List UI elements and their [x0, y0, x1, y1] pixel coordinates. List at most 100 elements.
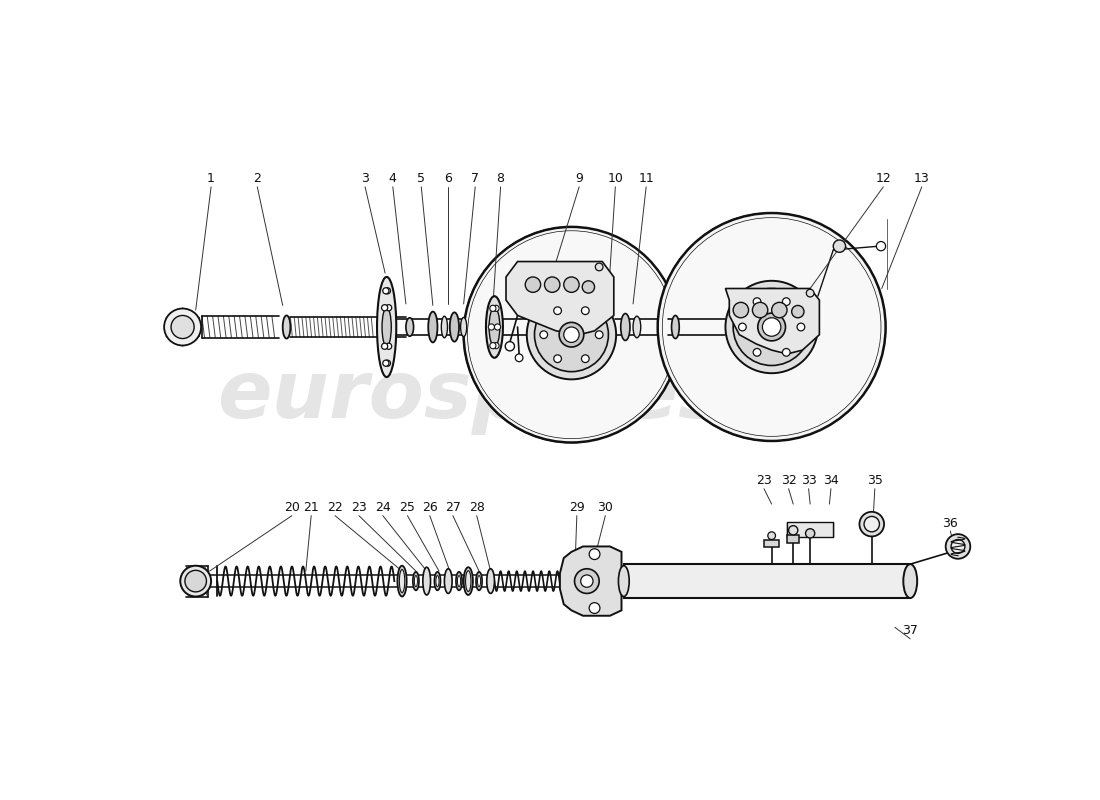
Ellipse shape [618, 566, 629, 597]
Text: eurospares: eurospares [217, 358, 726, 435]
Text: 29: 29 [569, 501, 585, 514]
Circle shape [752, 302, 768, 318]
Circle shape [772, 302, 788, 318]
Text: 25: 25 [399, 501, 416, 514]
Circle shape [383, 360, 389, 366]
Circle shape [384, 288, 390, 294]
Ellipse shape [456, 572, 462, 590]
Circle shape [164, 309, 201, 346]
Circle shape [754, 349, 761, 356]
Circle shape [798, 323, 805, 331]
Ellipse shape [486, 296, 503, 358]
Circle shape [493, 342, 499, 349]
Text: 6: 6 [444, 172, 452, 186]
Circle shape [595, 331, 603, 338]
Circle shape [733, 302, 749, 318]
Text: 32: 32 [781, 474, 796, 487]
Ellipse shape [486, 569, 495, 594]
Ellipse shape [377, 277, 396, 377]
Circle shape [865, 517, 880, 532]
Text: 21: 21 [304, 501, 319, 514]
Circle shape [782, 349, 790, 356]
Bar [763, 539, 779, 547]
Circle shape [382, 305, 387, 311]
Circle shape [386, 305, 392, 311]
Ellipse shape [461, 318, 466, 337]
Text: 30: 30 [597, 501, 614, 514]
Circle shape [382, 343, 387, 350]
Circle shape [582, 307, 590, 314]
Bar [788, 535, 800, 542]
Circle shape [574, 569, 600, 594]
Text: 23: 23 [756, 474, 772, 487]
Circle shape [658, 213, 886, 441]
Circle shape [789, 526, 797, 535]
Ellipse shape [412, 572, 419, 590]
Ellipse shape [434, 572, 440, 590]
Text: 4: 4 [389, 172, 397, 186]
Text: 9: 9 [575, 172, 583, 186]
Ellipse shape [634, 316, 641, 338]
Circle shape [859, 512, 884, 537]
Text: 11: 11 [638, 172, 654, 186]
Circle shape [185, 570, 207, 592]
Circle shape [553, 307, 561, 314]
Ellipse shape [620, 314, 630, 341]
Circle shape [582, 355, 590, 362]
Ellipse shape [415, 575, 418, 586]
Circle shape [806, 290, 814, 297]
Text: 24: 24 [375, 501, 390, 514]
Ellipse shape [428, 311, 438, 342]
Circle shape [384, 360, 390, 366]
Circle shape [726, 281, 818, 373]
Circle shape [553, 355, 561, 362]
Text: 2: 2 [253, 172, 261, 186]
Text: 36: 36 [943, 517, 958, 530]
Text: 35: 35 [867, 474, 883, 487]
Text: 27: 27 [444, 501, 461, 514]
Circle shape [581, 575, 593, 587]
Ellipse shape [450, 312, 459, 342]
Text: 8: 8 [496, 172, 505, 186]
Circle shape [383, 288, 389, 294]
Text: 13: 13 [914, 172, 929, 186]
Text: 7: 7 [471, 172, 480, 186]
Circle shape [468, 230, 675, 438]
Ellipse shape [476, 572, 482, 590]
Circle shape [490, 306, 496, 311]
Text: 22: 22 [327, 501, 343, 514]
Circle shape [738, 323, 746, 331]
Text: 3: 3 [361, 172, 368, 186]
Circle shape [792, 306, 804, 318]
Text: 34: 34 [823, 474, 839, 487]
Circle shape [559, 322, 584, 347]
Circle shape [495, 324, 500, 330]
Circle shape [544, 277, 560, 292]
Ellipse shape [444, 569, 452, 594]
Text: 20: 20 [284, 501, 300, 514]
Circle shape [595, 263, 603, 270]
Ellipse shape [465, 570, 471, 591]
Polygon shape [726, 289, 820, 354]
Circle shape [563, 277, 580, 292]
Text: 12: 12 [876, 172, 891, 186]
Circle shape [540, 331, 548, 338]
Ellipse shape [477, 575, 481, 586]
Ellipse shape [283, 315, 290, 338]
Circle shape [515, 354, 522, 362]
Circle shape [946, 534, 970, 558]
Circle shape [526, 277, 541, 292]
Ellipse shape [441, 316, 448, 338]
Text: 5: 5 [417, 172, 426, 186]
Circle shape [758, 313, 785, 341]
Circle shape [488, 324, 495, 330]
Circle shape [590, 602, 600, 614]
Circle shape [582, 281, 594, 293]
Polygon shape [560, 546, 621, 616]
Ellipse shape [382, 308, 392, 346]
Circle shape [505, 342, 515, 351]
Circle shape [733, 289, 810, 366]
Text: 1: 1 [207, 172, 215, 186]
Ellipse shape [458, 575, 461, 586]
Circle shape [180, 566, 211, 597]
